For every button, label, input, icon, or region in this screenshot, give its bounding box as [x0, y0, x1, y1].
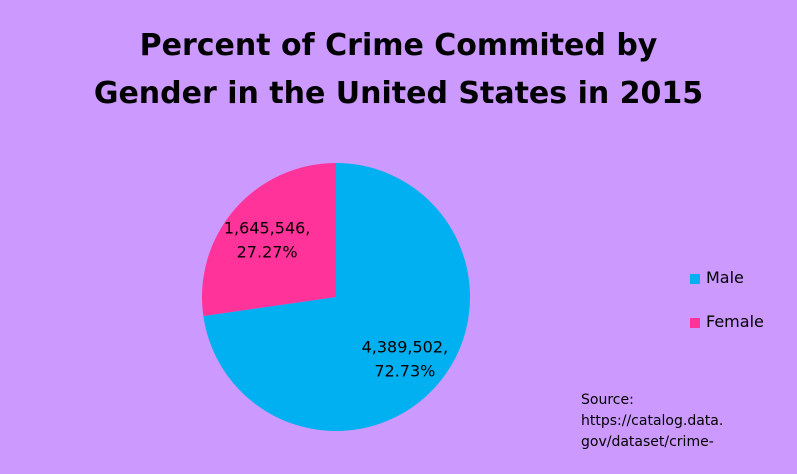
- legend-item-female: Female: [690, 312, 764, 332]
- chart-title-line-2: Gender in the United States in 2015: [93, 76, 704, 111]
- source-line-3: gov/dataset/crime-: [581, 434, 714, 450]
- legend-label-female: Female: [706, 312, 764, 331]
- chart-title-line-1: Percent of Crime Commited by: [139, 28, 658, 63]
- chart-title: Percent of Crime Commited by Gender in t…: [0, 22, 797, 118]
- pie-slice-female: [201, 163, 336, 317]
- source-line-1: Source:: [581, 392, 634, 408]
- legend-item-male: Male: [690, 268, 764, 288]
- legend-label-male: Male: [706, 268, 744, 287]
- legend-swatch-female: [690, 317, 700, 328]
- legend: Male Female: [690, 268, 764, 356]
- data-label-female: 1,645,546, 27.27%: [224, 218, 311, 261]
- legend-swatch-male: [690, 273, 700, 284]
- source-line-2: https://catalog.data.: [581, 413, 724, 429]
- data-label-male: 4,389,502, 72.73%: [362, 338, 449, 381]
- source-note: Source: https://catalog.data. gov/datase…: [581, 390, 723, 453]
- pie-slice-male: [203, 163, 471, 431]
